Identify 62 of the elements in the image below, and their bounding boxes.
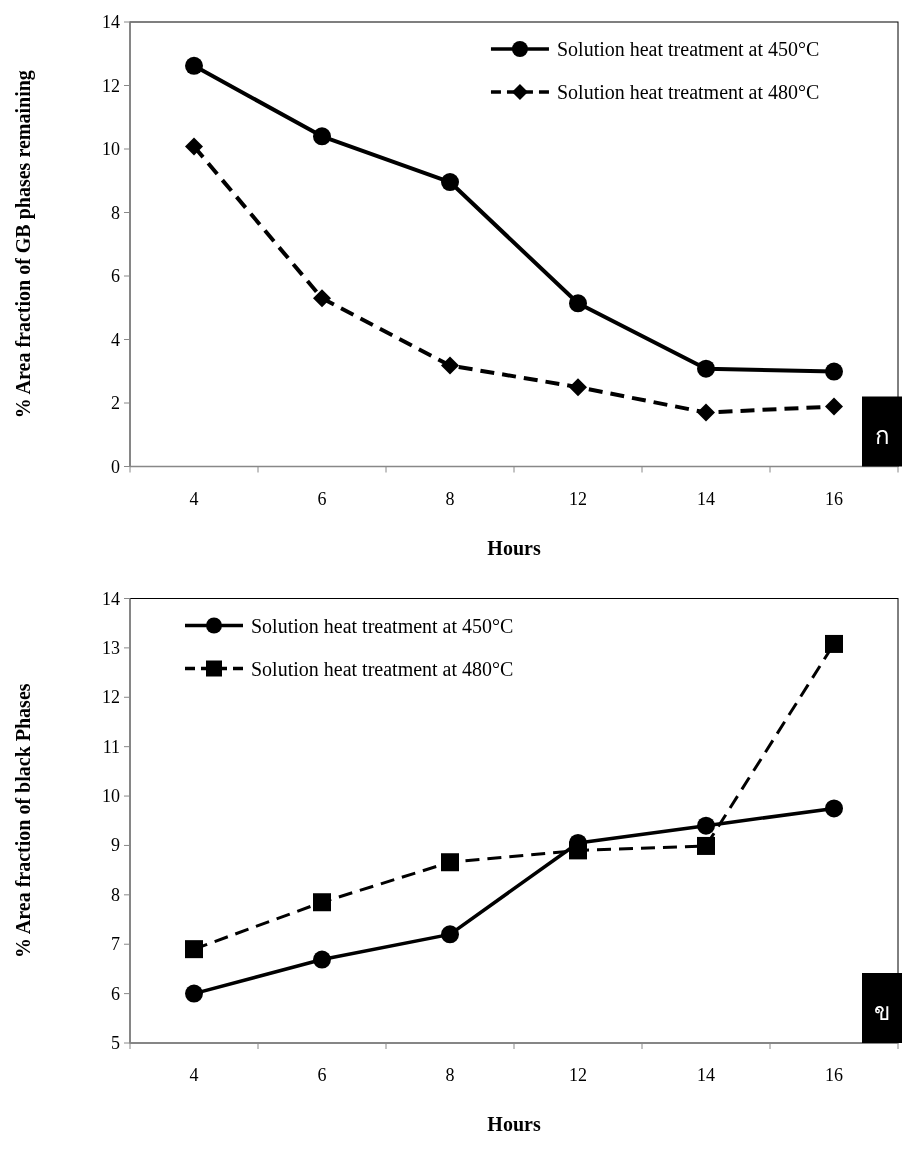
y-tick-label: 7 — [111, 934, 120, 955]
point — [697, 836, 715, 855]
x-tick-label: 4 — [189, 488, 199, 509]
annotation: ก — [874, 421, 890, 450]
x-tick-label: 14 — [697, 1065, 715, 1085]
legend-label: Solution heat treatment at 480°C — [251, 657, 514, 680]
y-tick-label: 0 — [111, 456, 120, 477]
y-tick-label: 13 — [102, 637, 120, 658]
y-tick-label: 10 — [102, 139, 120, 159]
y-tick-label: 4 — [111, 329, 120, 350]
point — [569, 294, 587, 313]
y-axis-title: % Area fraction of GB phases remaining — [12, 70, 35, 419]
point — [697, 403, 715, 422]
x-tick-label: 12 — [569, 1065, 587, 1085]
x-tick-label: 16 — [825, 1065, 843, 1085]
y-tick-label: 6 — [111, 266, 120, 286]
point — [825, 397, 843, 416]
point — [313, 893, 331, 912]
x-tick-label: 14 — [697, 488, 715, 509]
legend-label: Solution heat treatment at 450°C — [251, 614, 514, 637]
y-tick-label: 11 — [102, 736, 120, 757]
point — [825, 799, 843, 818]
point — [825, 634, 843, 653]
x-tick-label: 6 — [317, 1065, 327, 1085]
y-tick-label: 10 — [102, 786, 120, 807]
point — [313, 127, 331, 146]
point — [569, 378, 587, 397]
point — [697, 359, 715, 378]
x-tick-label: 6 — [317, 488, 327, 509]
point — [441, 356, 459, 375]
x-axis-title: Hours — [487, 536, 541, 559]
x-tick-label: 4 — [189, 1065, 199, 1085]
y-tick-label: 12 — [102, 75, 120, 96]
point — [441, 173, 459, 192]
y-tick-label: 9 — [111, 835, 120, 856]
point — [185, 56, 203, 75]
point — [313, 950, 331, 969]
y-tick-label: 2 — [111, 393, 120, 413]
y-axis-title: % Area fraction of black Phases — [12, 683, 34, 959]
y-tick-label: 12 — [102, 687, 120, 708]
annotation: ข — [874, 998, 890, 1026]
point — [185, 940, 203, 959]
y-tick-label: 6 — [111, 983, 120, 1004]
y-tick-label: 8 — [111, 884, 120, 905]
y-tick-label: 8 — [111, 202, 120, 223]
y-tick-label: 5 — [111, 1033, 120, 1053]
point — [313, 289, 331, 308]
x-tick-label: 8 — [445, 488, 455, 509]
legend-label: Solution heat treatment at 480°C — [556, 81, 820, 103]
point — [185, 137, 203, 156]
point — [441, 853, 459, 872]
y-tick-label: 14 — [102, 588, 120, 609]
legend-label: Solution heat treatment at 450°C — [556, 38, 820, 60]
point — [825, 362, 843, 381]
point — [185, 984, 203, 1003]
point — [441, 925, 459, 944]
x-axis-title: Hours — [487, 1113, 541, 1135]
x-tick-label: 12 — [569, 488, 587, 509]
x-tick-label: 16 — [825, 488, 843, 509]
point — [697, 816, 715, 835]
x-tick-label: 8 — [445, 1065, 455, 1085]
y-tick-label: 14 — [102, 12, 120, 32]
